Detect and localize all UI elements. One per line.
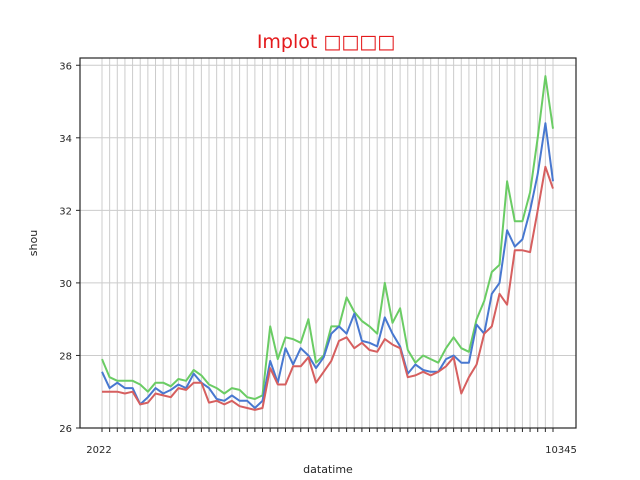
x-tick-label-first: 2022 bbox=[86, 445, 111, 456]
y-tick-label: 36 bbox=[59, 61, 72, 72]
y-tick-label: 28 bbox=[59, 351, 72, 362]
y-axis-label: shou bbox=[27, 230, 40, 256]
x-tick-label-last: 10345 bbox=[545, 445, 577, 456]
series-lines bbox=[101, 75, 554, 411]
y-tick-label: 26 bbox=[59, 424, 72, 435]
axis-ticks: 26 28 30 32 34 36 2022 10345 bbox=[59, 61, 577, 456]
y-tick-label: 30 bbox=[59, 279, 72, 290]
chart-title: Implot □□□□ bbox=[257, 31, 395, 53]
series-line-high bbox=[101, 75, 554, 400]
series-line-low bbox=[102, 165, 554, 411]
y-tick-label: 32 bbox=[59, 206, 72, 217]
series-line-close bbox=[101, 122, 554, 409]
x-axis-label: datatime bbox=[303, 463, 353, 476]
y-tick-label: 34 bbox=[59, 134, 72, 145]
plot-frame bbox=[79, 57, 577, 429]
